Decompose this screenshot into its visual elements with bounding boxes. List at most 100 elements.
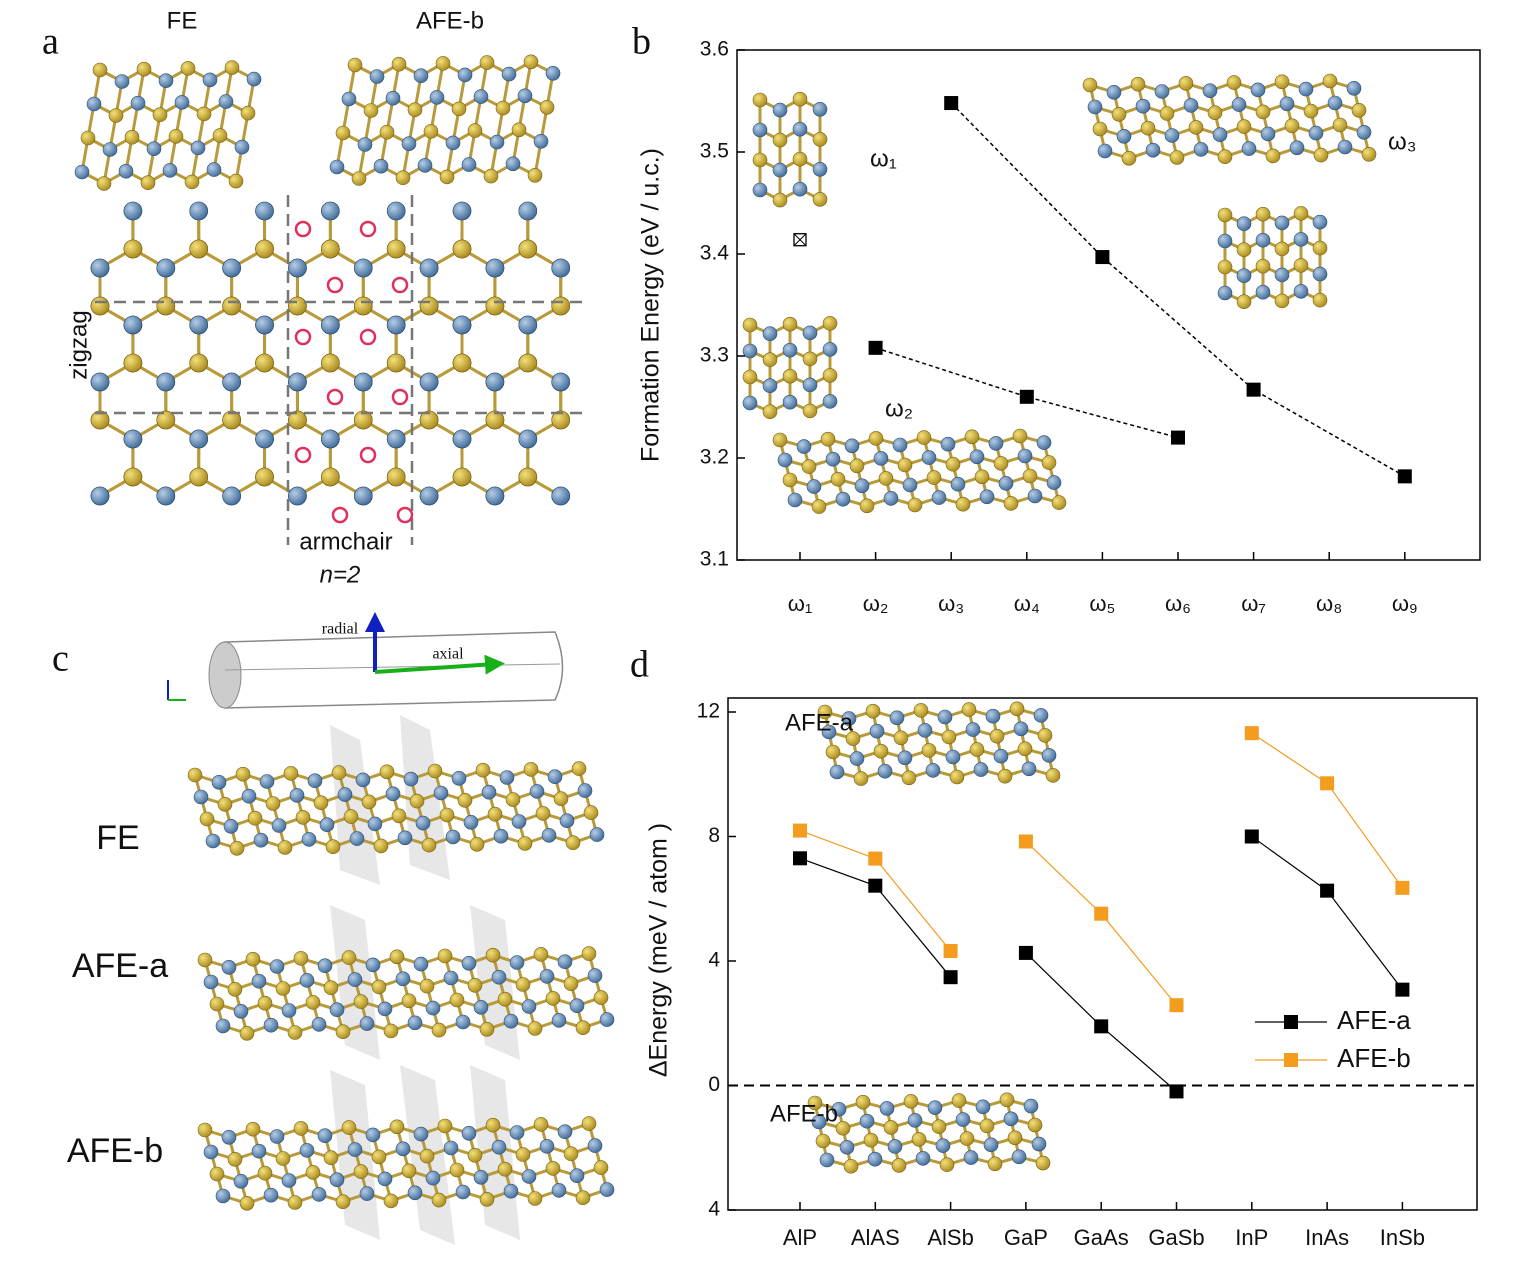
atom [1164,128,1180,143]
atom [485,296,505,316]
y-tick-label: 3.6 [700,38,729,61]
atom [341,950,357,965]
atom [1017,741,1033,757]
atom [903,1094,919,1109]
x-tick-label: ω₆ [1165,591,1191,616]
atom [949,769,965,785]
y-axis-title: Formation Energy (eV / u.c.) [637,148,665,462]
atom [979,1118,995,1134]
atom [891,1158,907,1173]
atom [1279,96,1295,112]
atom [523,762,539,777]
atom [945,749,961,765]
atom [1255,232,1271,248]
highlight-ring [331,506,349,524]
atom [569,1168,585,1183]
series-line [1251,836,1403,991]
marker [943,970,958,985]
atom [1308,125,1324,141]
atom [849,751,865,766]
atom [407,1185,423,1201]
annotation: ω₁ [870,145,897,172]
atom [455,1184,471,1200]
atom [1017,448,1033,464]
panel-label: c [52,638,69,680]
highlight-ring [359,328,377,346]
atom [1087,99,1103,115]
atom [158,73,174,88]
atom [168,129,184,144]
atom [873,451,889,466]
atom [353,1164,369,1179]
atom [215,1018,231,1034]
atom [223,818,239,834]
atom [485,410,505,430]
atom [189,201,209,221]
row-label: AFE-a [72,947,168,985]
atom [1361,147,1377,162]
atom [889,710,905,726]
atom [985,708,1001,724]
atom [146,141,162,156]
atom [90,258,110,278]
atom [521,999,537,1014]
atom [371,979,387,995]
atom [878,471,894,486]
atom [742,369,758,385]
atom [463,814,479,830]
atom [998,476,1014,491]
atom [222,296,241,316]
atom [772,162,788,178]
atom [1154,84,1170,99]
atom [299,1143,315,1158]
atom [1274,74,1290,90]
atom [205,833,221,849]
atom [323,1150,339,1165]
highlight-ring [326,276,344,294]
atom [557,1124,573,1139]
atom [1217,285,1233,301]
atom [811,499,827,514]
marker [1244,829,1259,844]
annotation: AFE-b [770,1100,838,1127]
atom [347,57,363,73]
atom [1003,1111,1019,1127]
atom [819,1152,835,1168]
atom [367,816,383,832]
atom [1036,435,1052,450]
atom [401,993,417,1009]
atom [449,1162,465,1178]
atom [373,838,389,854]
atom [1284,118,1300,134]
atom [419,1148,435,1164]
atom [575,1020,591,1035]
atom [877,763,893,779]
atom [1255,206,1271,222]
atom [403,771,419,787]
atom [849,458,865,474]
atom [455,1014,471,1030]
atom [1322,73,1338,89]
atom [317,958,333,974]
atom [251,1143,267,1159]
atom [235,766,251,782]
atom [527,1191,543,1206]
x-tick-label: GaAs [1074,1225,1129,1250]
atom [353,296,373,316]
marker [868,851,883,866]
atom [197,1122,213,1138]
atom [772,432,788,448]
atom [389,949,405,965]
atom [413,1126,429,1142]
atom [353,410,373,430]
atom [233,1174,249,1189]
atom [245,951,261,967]
atom [752,122,768,138]
atom [234,139,250,155]
x-tick-label: ω₈ [1316,591,1342,616]
atom [1226,75,1242,90]
atom [373,158,389,174]
atom [385,786,401,802]
atom [461,1126,477,1141]
atom [599,1182,615,1197]
